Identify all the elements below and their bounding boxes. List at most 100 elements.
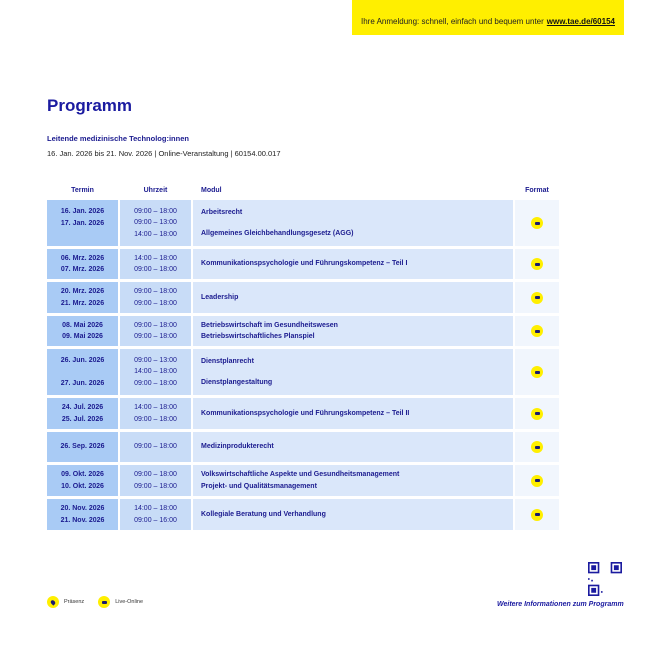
termin-cell-line: 10. Okt. 2026 [61,482,104,490]
uhrzeit-cell: 09:00 – 18:00 [120,432,191,462]
live-online-icon [531,325,543,337]
termin-cell: 06. Mrz. 2026 07. Mrz. 2026 [47,249,118,279]
uhrzeit-cell: 09:00 – 13:00 14:00 – 18:00 09:00 – 18:00 [120,349,191,395]
modul-cell: Medizinprodukterecht [193,432,513,462]
header-termin: Termin [71,186,94,194]
modul-cell-line: Projekt- und Qualitätsmanagement [201,482,317,490]
termin-cell-line: 24. Jul. 2026 [61,404,104,411]
uhrzeit-cell-line: 09:00 – 18:00 [134,482,177,490]
table-row: 26. Jun. 2026 27. Jun. 2026 09:00 – 13:00 1… [47,349,559,395]
header-format: Format [525,186,549,194]
modul-cell-line: Allgemeines Gleichbehandlungsgesetz (AGG… [201,230,354,237]
legend-praesenz: Präsenz [64,599,85,605]
uhrzeit-cell-line: 14:00 – 18:00 [134,505,177,512]
modul-cell: Kommunikationspsychologie und Führungsko… [193,249,513,279]
termin-cell: 09. Okt. 2026 10. Okt. 2026 [47,465,118,496]
modul-cell: Kommunikationspsychologie und Führungsko… [193,398,513,429]
format-cell [515,398,559,429]
uhrzeit-cell-line: 09:00 – 18:00 [134,299,177,307]
termin-cell-line: 26. Jun. 2026 [60,357,105,364]
uhrzeit-cell-line: 09:00 – 18:00 [134,288,177,295]
termin-cell: 20. Mrz. 2026 21. Mrz. 2026 [47,282,118,313]
termin-cell: 24. Jul. 2026 25. Jul. 2026 [47,398,118,429]
registration-banner: Ihre Anmeldung: schnell, einfach und beq… [352,0,624,35]
format-cell [515,249,559,279]
registration-link[interactable]: www.tae.de/60154 [546,17,615,26]
live-online-icon [531,441,543,453]
termin-cell-line: 21. Mrz. 2026 [60,299,105,307]
modul-cell-line: Betriebswirtschaft im Gesundheitswesen [201,321,338,329]
termin-cell-line: 16. Jan. 2026 [60,208,105,215]
table-row: 20. Mrz. 2026 21. Mrz. 2026 09:00 – 18:00 0… [47,282,559,313]
modul-cell: Betriebswirtschaft im Gesundheitswesen Be… [193,316,513,346]
termin-cell: 08. Mai 2026 09. Mai 2026 [47,316,118,346]
program-table: Termin Uhrzeit Modul Format 16. Jan. 202… [47,183,559,530]
header-uhrzeit: Uhrzeit [143,186,168,194]
termin-cell-line: 09. Okt. 2026 [61,471,104,478]
uhrzeit-cell-line: 09:00 – 16:00 [134,516,177,524]
uhrzeit-cell-line: 14:00 – 18:00 [134,404,177,411]
table-row: 08. Mai 2026 09. Mai 2026 09:00 – 18:00 09:… [47,316,559,346]
modul-cell-line: Dienstplanrecht [201,357,254,365]
termin-cell-line: 20. Mrz. 2026 [60,288,105,295]
format-cell [515,499,559,530]
table-header: Termin Uhrzeit Modul Format [47,183,559,197]
live-online-icon [531,291,543,304]
uhrzeit-cell: 09:00 – 18:00 09:00 – 18:00 [120,465,191,496]
modul-cell-line: Leadership [201,293,239,301]
modul-cell-line: Arbeitsrecht [201,208,243,216]
live-online-icon [531,217,543,229]
uhrzeit-cell: 09:00 – 18:00 09:00 – 18:00 [120,316,191,346]
format-cell [515,200,559,246]
uhrzeit-cell-line: 09:00 – 18:00 [134,379,177,387]
format-cell [515,465,559,496]
modul-cell-line: Betriebswirtschaftliches Planspiel [201,333,315,340]
modul-cell-line: Kommunikationspsychologie und Führungsko… [201,260,408,268]
uhrzeit-cell: 09:00 – 18:00 09:00 – 13:00 14:00 – 18:00 [120,200,191,246]
termin-cell-line: 20. Nov. 2026 [60,505,105,512]
uhrzeit-cell-line: 09:00 – 18:00 [134,266,177,273]
live-online-icon [531,258,543,270]
live-online-icon [531,508,543,521]
format-cell [515,349,559,395]
termin-cell: 26. Sep. 2026 [47,432,118,462]
uhrzeit-cell-line: 09:00 – 18:00 [134,333,177,340]
modul-cell: Volkswirtschaftliche Aspekte und Gesundh… [193,465,513,496]
termin-cell-line: 09. Mai 2026 [62,333,103,340]
table-row: 24. Jul. 2026 25. Jul. 2026 14:00 – 18:00 0… [47,398,559,429]
legend: Präsenz Live-Online [47,596,143,608]
table-row: 20. Nov. 2026 21. Nov. 2026 14:00 – 18:00 0… [47,499,559,530]
modul-cell-line: Kommunikationspsychologie und Führungsko… [201,409,410,417]
uhrzeit-cell-line: 09:00 – 13:00 [134,219,177,227]
termin-cell: 16. Jan. 2026 17. Jan. 2026 [47,200,118,246]
uhrzeit-cell-line: 09:00 – 18:00 [134,207,177,215]
termin-cell-line: 26. Sep. 2026 [60,443,105,451]
modul-cell-line: Dienstplangestaltung [201,379,273,386]
uhrzeit-cell-line: 09:00 – 13:00 [134,356,177,364]
location-pin-icon [47,596,59,608]
termin-cell: 20. Nov. 2026 21. Nov. 2026 [47,499,118,530]
modul-cell: Leadership [193,282,513,313]
live-online-icon [531,366,543,378]
table-row: 09. Okt. 2026 10. Okt. 2026 09:00 – 18:00 0… [47,465,559,496]
banner-text: Ihre Anmeldung: schnell, einfach und beq… [361,17,544,26]
uhrzeit-cell-line: 09:00 – 18:00 [134,443,177,451]
uhrzeit-cell-line: 09:00 – 18:00 [134,321,177,329]
header-modul: Modul [201,186,222,194]
termin-cell-line: 21. Nov. 2026 [60,516,105,524]
termin-cell-line: 25. Jul. 2026 [61,415,104,423]
uhrzeit-cell: 09:00 – 18:00 09:00 – 18:00 [120,282,191,313]
format-cell [515,282,559,313]
termin-cell-line: 07. Mrz. 2026 [60,266,105,273]
termin-cell-line: 06. Mrz. 2026 [60,254,105,262]
table-row: 26. Sep. 2026 09:00 – 18:00 Medizinprodukt… [47,432,559,462]
more-info-link[interactable]: Weitere Informationen zum Programm [497,601,624,608]
modul-cell-line: Medizinprodukterecht [201,443,274,451]
uhrzeit-cell-line: 14:00 – 18:00 [134,254,177,262]
page-title: Programm [47,96,133,115]
uhrzeit-cell: 14:00 – 18:00 09:00 – 16:00 [120,499,191,530]
live-online-icon [531,407,543,420]
uhrzeit-cell-line: 09:00 – 18:00 [134,471,177,478]
format-cell [515,432,559,462]
qr-code-icon[interactable] [588,562,622,596]
